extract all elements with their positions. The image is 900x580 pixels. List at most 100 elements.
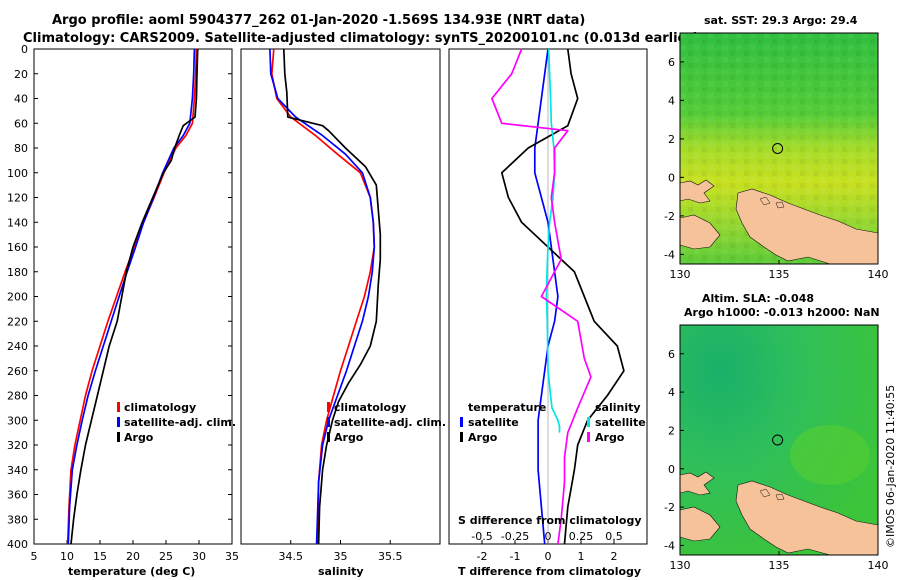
temperature-x-label: temperature (deg C)	[68, 565, 195, 578]
sla-map: Altim. SLA: -0.048 Argo h1000: -0.013 h2…	[664, 292, 888, 572]
s-tick-label: 0.5	[605, 530, 623, 543]
sla-map-image	[680, 325, 878, 555]
temperature-plot: 0204060801001201401601802002202402602803…	[7, 43, 647, 578]
x-tick-label: 5	[31, 550, 38, 563]
x-tick-label: 10	[60, 550, 74, 563]
legend-label-s-argo: Argo	[595, 431, 625, 444]
x-tick-label: 20	[126, 550, 140, 563]
map-lat-label: 2	[668, 424, 675, 437]
legend-swatch-climatology	[117, 402, 120, 412]
depth-tick-label: 260	[7, 365, 28, 378]
map-lat-label: 0	[668, 171, 675, 184]
legend-swatch-t-satellite	[460, 417, 463, 427]
x-tick-label: 35	[225, 550, 239, 563]
sla-land-vogelkop	[680, 471, 715, 496]
imos-credit: ©IMOS 06-Jan-2020 11:40:55	[884, 385, 897, 548]
depth-tick-label: 220	[7, 315, 28, 328]
depth-tick-label: 80	[14, 142, 28, 155]
series-line-argo	[70, 48, 199, 545]
depth-tick-label: 0	[21, 43, 28, 56]
s-tick-label: 0.25	[569, 530, 594, 543]
legend-swatch-s-argo	[587, 432, 590, 442]
series-line-s-satellite	[545, 48, 561, 433]
depth-tick-label: 300	[7, 414, 28, 427]
s-tick-label: -0.5	[471, 530, 492, 543]
depth-tick-label: 120	[7, 192, 28, 205]
series-line-s-argo	[491, 48, 592, 545]
sst-land-vogelkop	[680, 179, 715, 204]
legend-label-argo: Argo	[334, 431, 364, 444]
legend-swatch-argo	[117, 432, 120, 442]
series-line-climatology	[66, 48, 198, 545]
s-tick-label: -0.25	[501, 530, 529, 543]
sla-map-axes: 130 135 140 6 4 2 0 -2 -4	[664, 348, 888, 572]
legend-label-t-argo: Argo	[468, 431, 498, 444]
temperature-plot-frame	[33, 48, 233, 545]
legend-swatch-satellite	[117, 417, 120, 427]
salinity-x-label: salinity	[318, 565, 364, 578]
sla-land-bomberai	[680, 506, 721, 542]
sla-argo-marker	[772, 434, 784, 446]
legend-swatch-argo	[327, 432, 330, 442]
sst-argo-marker	[772, 143, 784, 154]
depth-tick-label: 240	[7, 340, 28, 353]
depth-tick-label: 380	[7, 513, 28, 526]
map-lat-label: 6	[668, 348, 675, 361]
title-line-1: Argo profile: aoml 5904377_262 01-Jan-20…	[52, 13, 585, 28]
series-line-climatology	[270, 48, 376, 545]
map-lat-label: 6	[668, 56, 675, 69]
map-lat-label: -2	[664, 210, 675, 223]
depth-tick-label: 180	[7, 266, 28, 279]
depth-tick-label: 160	[7, 241, 28, 254]
legend-swatch-climatology	[327, 402, 330, 412]
difference-x-label: T difference from climatology	[458, 565, 641, 578]
s-difference-axis-label: S difference from climatology	[458, 514, 642, 527]
depth-tick-label: 400	[7, 538, 28, 551]
legend-label-climatology: climatology	[124, 401, 196, 414]
depth-tick-label: 340	[7, 464, 28, 477]
sst-map-image	[680, 33, 878, 264]
temperature-x-axis: 5 10 15 20 25 30 35	[31, 540, 239, 563]
map-lon-label: 135	[769, 268, 790, 281]
title-line-2: Climatology: CARS2009. Satellite-adjuste…	[23, 31, 699, 46]
sla-positive-anomaly	[790, 425, 870, 485]
map-lat-label: 4	[668, 386, 675, 399]
depth-tick-label: 140	[7, 216, 28, 229]
legend-swatch-satellite	[327, 417, 330, 427]
sst-land-islands	[759, 196, 785, 209]
map-lon-label: 130	[670, 559, 691, 572]
x-tick-label: -1	[510, 550, 521, 563]
salinity-plot: 34.5 35 35.5 salinity climatology satellit…	[240, 48, 446, 578]
map-lat-label: 2	[668, 133, 675, 146]
x-tick-label: 34.5	[279, 550, 304, 563]
map-lon-label: 140	[868, 559, 889, 572]
map-lat-label: 4	[668, 94, 675, 107]
depth-tick-label: 20	[14, 68, 28, 81]
x-tick-label: 35	[334, 550, 348, 563]
difference-plot: -2 -1 0 1 2-0.5 -0.25 0 0.25 0.5 T difference fr…	[448, 48, 648, 578]
x-tick-label: 35.5	[378, 550, 403, 563]
salinity-plot-frame	[240, 48, 441, 545]
x-tick-label: 30	[192, 550, 206, 563]
sla-map-title-2: Argo h1000: -0.013 h2000: NaN	[684, 306, 880, 319]
temperature-legend: climatology satellite-adj. clim. Argo	[117, 401, 236, 444]
legend-label-satellite: satellite-adj. clim.	[124, 416, 236, 429]
depth-tick-label: 360	[7, 489, 28, 502]
legend-label-satellite: satellite-adj. clim.	[334, 416, 446, 429]
difference-legend-temperature: temperature satellite Argo	[460, 401, 546, 444]
legend-label-argo: Argo	[124, 431, 154, 444]
legend-label-t-satellite: satellite	[468, 416, 519, 429]
depth-tick-label: 320	[7, 439, 28, 452]
temperature-series	[66, 48, 199, 545]
x-tick-label: -2	[477, 550, 488, 563]
depth-tick-label: 200	[7, 291, 28, 304]
map-lat-label: -4	[664, 539, 675, 552]
x-tick-label: 1	[578, 550, 585, 563]
legend-label-climatology: climatology	[334, 401, 406, 414]
salinity-x-axis: 34.5 35 35.5	[279, 540, 403, 563]
map-lon-label: 135	[769, 559, 790, 572]
sst-land-new-guinea	[735, 188, 878, 264]
depth-tick-label: 40	[14, 93, 28, 106]
difference-legend-salinity: salinity satellite Argo	[587, 401, 646, 444]
